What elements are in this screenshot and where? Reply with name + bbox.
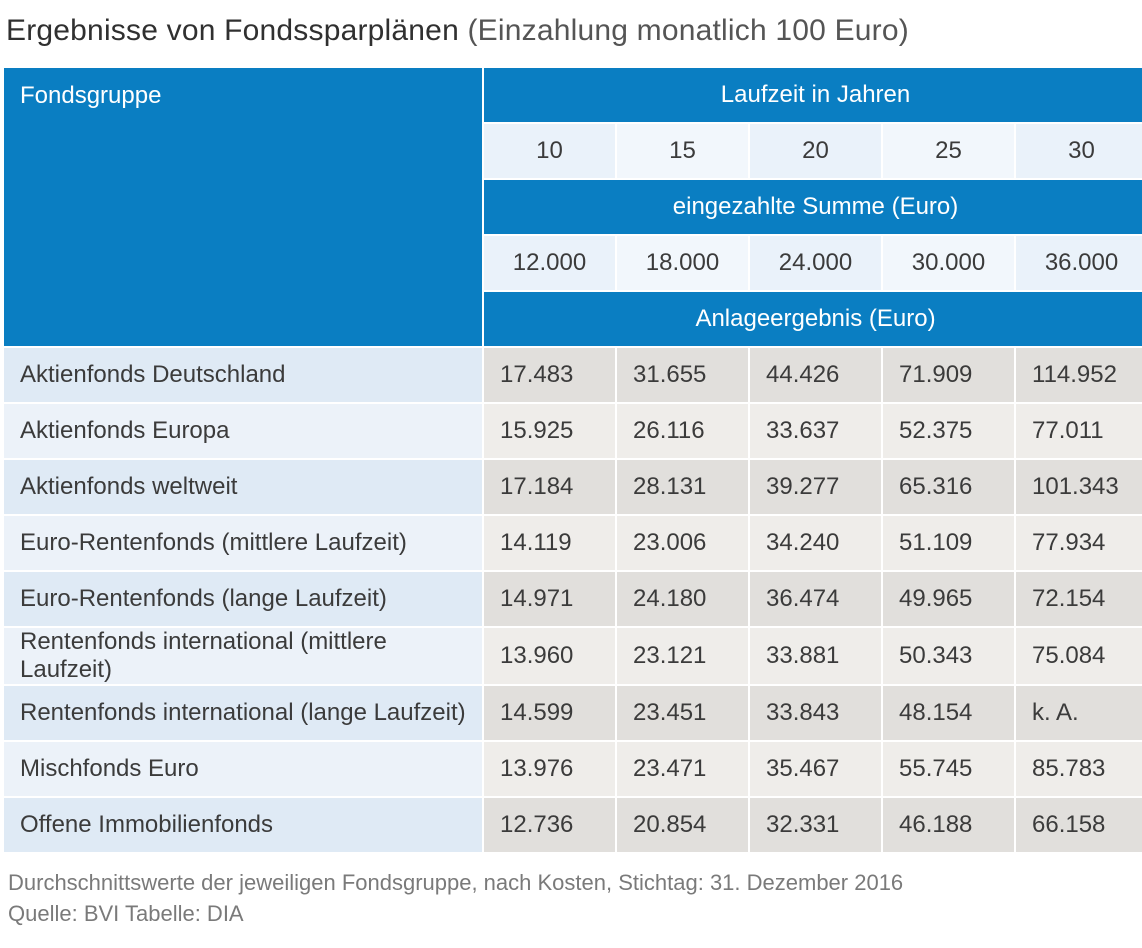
value-cell: 13.976 [484,742,615,796]
table-row: Aktienfonds weltweit17.18428.13139.27765… [4,460,1142,514]
row-label: Rentenfonds international (mittlere Lauf… [4,628,482,684]
row-label: Aktienfonds weltweit [4,460,482,514]
value-cell: 114.952 [1016,348,1142,402]
row-label: Euro-Rentenfonds (mittlere Laufzeit) [4,516,482,570]
year-col: 25 [883,124,1014,178]
value-cell: 75.084 [1016,628,1142,684]
value-cell: 65.316 [883,460,1014,514]
table-row: Rentenfonds international (mittlere Lauf… [4,628,1142,684]
value-cell: 77.934 [1016,516,1142,570]
title-light: (Einzahlung monatlich 100 Euro) [459,14,909,47]
value-cell: 101.343 [1016,460,1142,514]
row-label: Offene Immobilienfonds [4,798,482,852]
page: Ergebnisse von Fondssparplänen (Einzahlu… [0,0,1142,942]
value-cell: 15.925 [484,404,615,458]
year-col: 30 [1016,124,1142,178]
header-row-1: Fondsgruppe Laufzeit in Jahren [4,68,1142,122]
year-col: 20 [750,124,881,178]
value-cell: 20.854 [617,798,748,852]
fonds-table: Fondsgruppe Laufzeit in Jahren 10 15 20 … [2,66,1142,854]
value-cell: 33.881 [750,628,881,684]
value-cell: 55.745 [883,742,1014,796]
value-cell: 36.474 [750,572,881,626]
table-row: Euro-Rentenfonds (mittlere Laufzeit)14.1… [4,516,1142,570]
value-cell: 31.655 [617,348,748,402]
row-label: Rentenfonds international (lange Laufzei… [4,686,482,740]
table-row: Euro-Rentenfonds (lange Laufzeit)14.9712… [4,572,1142,626]
value-cell: 50.343 [883,628,1014,684]
footnote-line-2: Quelle: BVI Tabelle: DIA [8,899,1140,930]
value-cell: 26.116 [617,404,748,458]
value-cell: 17.483 [484,348,615,402]
eingezahlt-val: 18.000 [617,236,748,290]
row-label: Mischfonds Euro [4,742,482,796]
table-row: Aktienfonds Deutschland17.48331.65544.42… [4,348,1142,402]
table-row: Offene Immobilienfonds12.73620.85432.331… [4,798,1142,852]
value-cell: 23.121 [617,628,748,684]
value-cell: 23.006 [617,516,748,570]
table-row: Mischfonds Euro13.97623.47135.46755.7458… [4,742,1142,796]
table-row: Aktienfonds Europa15.92526.11633.63752.3… [4,404,1142,458]
value-cell: 33.843 [750,686,881,740]
value-cell: 49.965 [883,572,1014,626]
value-cell: 35.467 [750,742,881,796]
value-cell: 23.471 [617,742,748,796]
value-cell: 46.188 [883,798,1014,852]
value-cell: 85.783 [1016,742,1142,796]
value-cell: 51.109 [883,516,1014,570]
table-row: Rentenfonds international (lange Laufzei… [4,686,1142,740]
value-cell: 23.451 [617,686,748,740]
value-cell: 71.909 [883,348,1014,402]
row-label: Aktienfonds Deutschland [4,348,482,402]
value-cell: 33.637 [750,404,881,458]
header-eingezahlt-label: eingezahlte Summe (Euro) [484,180,1142,234]
value-cell: 14.971 [484,572,615,626]
value-cell: 52.375 [883,404,1014,458]
value-cell: 32.331 [750,798,881,852]
header-fondsgruppe: Fondsgruppe [4,68,482,346]
eingezahlt-val: 24.000 [750,236,881,290]
value-cell: 66.158 [1016,798,1142,852]
value-cell: 14.119 [484,516,615,570]
value-cell: 44.426 [750,348,881,402]
year-col: 10 [484,124,615,178]
value-cell: 48.154 [883,686,1014,740]
value-cell: 39.277 [750,460,881,514]
value-cell: 12.736 [484,798,615,852]
footnote-line-1: Durchschnittswerte der jeweiligen Fondsg… [8,868,1140,899]
eingezahlt-val: 12.000 [484,236,615,290]
year-col: 15 [617,124,748,178]
value-cell: 28.131 [617,460,748,514]
value-cell: 77.011 [1016,404,1142,458]
value-cell: 24.180 [617,572,748,626]
value-cell: 13.960 [484,628,615,684]
row-label: Euro-Rentenfonds (lange Laufzeit) [4,572,482,626]
header-laufzeit: Laufzeit in Jahren [484,68,1142,122]
value-cell: 14.599 [484,686,615,740]
value-cell: 34.240 [750,516,881,570]
footnote: Durchschnittswerte der jeweiligen Fondsg… [0,854,1142,930]
header-anlage-label: Anlageergebnis (Euro) [484,292,1142,346]
title-bold: Ergebnisse von Fondssparplänen [6,14,459,47]
value-cell: 17.184 [484,460,615,514]
eingezahlt-val: 30.000 [883,236,1014,290]
value-cell: k. A. [1016,686,1142,740]
value-cell: 72.154 [1016,572,1142,626]
eingezahlt-val: 36.000 [1016,236,1142,290]
row-label: Aktienfonds Europa [4,404,482,458]
page-title: Ergebnisse von Fondssparplänen (Einzahlu… [0,0,1142,66]
